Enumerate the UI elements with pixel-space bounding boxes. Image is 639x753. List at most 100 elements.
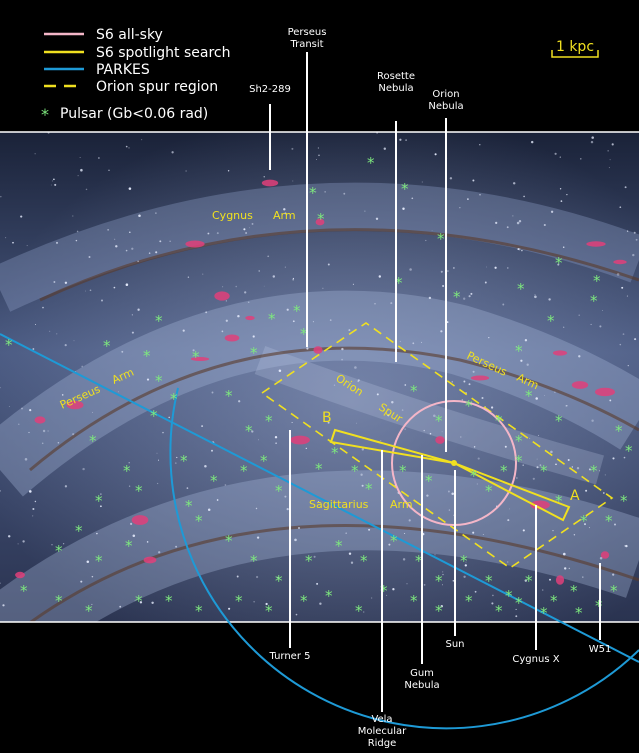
- background-star: [448, 509, 451, 511]
- background-star: [504, 445, 507, 448]
- background-star: [207, 232, 210, 235]
- background-star: [345, 532, 347, 534]
- background-star: [619, 206, 622, 209]
- background-star: [530, 140, 534, 144]
- background-star: [89, 289, 92, 292]
- pulsar-marker: *: [300, 325, 308, 343]
- pulsar-marker: *: [437, 230, 445, 248]
- legend-pulsar-glyph: *: [41, 105, 49, 124]
- background-star: [34, 153, 36, 155]
- background-star: [532, 477, 535, 480]
- pulsar-marker: *: [610, 582, 618, 600]
- background-star: [563, 326, 565, 328]
- background-star: [521, 249, 523, 252]
- label-w51: W51: [589, 644, 612, 655]
- arm-label-cygnus-1: Cygnus: [212, 209, 253, 222]
- background-star: [412, 342, 415, 345]
- background-star: [32, 507, 35, 511]
- label-vela-line3: Ridge: [368, 738, 397, 749]
- pulsar-marker: *: [315, 460, 323, 478]
- background-star: [5, 237, 7, 239]
- background-star: [626, 230, 629, 232]
- background-star: [518, 219, 522, 223]
- hii-region-blob: [435, 436, 445, 444]
- background-star: [305, 447, 307, 450]
- pulsar-marker: *: [293, 302, 301, 320]
- background-star: [0, 387, 1, 389]
- background-star: [370, 597, 373, 599]
- background-star: [243, 228, 246, 231]
- background-star: [169, 240, 171, 242]
- background-star: [216, 499, 219, 501]
- background-star: [252, 335, 255, 338]
- background-star: [451, 492, 454, 495]
- background-star: [62, 543, 65, 545]
- pulsar-marker: *: [300, 592, 308, 610]
- background-star: [91, 603, 93, 605]
- background-star: [292, 277, 295, 280]
- background-star: [376, 393, 379, 396]
- background-star: [485, 406, 487, 408]
- background-star: [251, 222, 254, 225]
- background-star: [137, 260, 139, 263]
- pulsar-marker: *: [399, 462, 407, 480]
- background-star: [512, 182, 516, 185]
- background-star: [98, 157, 100, 159]
- pulsar-marker: *: [465, 397, 473, 415]
- label-vela-line2: Molecular: [358, 726, 407, 737]
- pulsar-marker: *: [245, 422, 253, 440]
- orion-spur-band: [254, 345, 605, 485]
- background-star: [485, 266, 487, 268]
- background-star: [468, 295, 471, 298]
- background-star: [258, 270, 260, 272]
- background-star: [329, 319, 332, 321]
- background-star: [174, 462, 177, 464]
- background-star: [42, 306, 44, 309]
- background-star: [225, 300, 227, 302]
- background-star: [175, 545, 178, 548]
- background-star: [508, 508, 510, 510]
- background-star: [524, 579, 528, 582]
- background-star: [207, 508, 211, 512]
- background-star: [459, 207, 461, 209]
- pulsar-marker: *: [605, 512, 613, 530]
- background-star: [221, 330, 224, 333]
- background-star: [85, 188, 88, 191]
- background-star: [522, 464, 524, 467]
- pulsar-marker: *: [470, 467, 478, 485]
- background-star: [82, 467, 85, 471]
- label-orion-nebula-line1: Orion: [432, 89, 459, 100]
- background-star: [479, 194, 481, 196]
- background-star: [56, 333, 58, 335]
- background-star: [155, 251, 158, 254]
- pulsar-marker: *: [240, 462, 248, 480]
- background-star: [115, 245, 118, 248]
- hii-region-blob: [555, 575, 565, 585]
- background-star: [624, 186, 627, 189]
- background-star: [56, 241, 58, 244]
- background-star: [51, 544, 53, 546]
- pulsar-marker: *: [555, 412, 563, 430]
- background-star: [539, 464, 542, 467]
- pulsar-marker: *: [123, 462, 131, 480]
- background-star: [502, 303, 505, 306]
- background-star: [247, 301, 250, 303]
- background-star: [146, 541, 149, 543]
- hii-region-blob: [313, 346, 323, 354]
- background-star: [35, 324, 36, 325]
- scale-bar-label: 1 kpc: [556, 39, 594, 55]
- background-star: [312, 321, 314, 323]
- background-star: [604, 474, 606, 476]
- background-star: [516, 221, 520, 225]
- background-star: [599, 556, 603, 560]
- label-gum-nebula-line2: Nebula: [404, 680, 439, 691]
- background-star: [520, 359, 523, 362]
- background-star: [423, 584, 426, 586]
- background-star: [100, 299, 104, 302]
- background-star: [47, 430, 49, 432]
- background-star: [591, 136, 594, 139]
- pulsar-marker: *: [89, 432, 97, 450]
- background-star: [286, 308, 289, 311]
- background-star: [253, 601, 255, 603]
- background-star: [50, 184, 52, 186]
